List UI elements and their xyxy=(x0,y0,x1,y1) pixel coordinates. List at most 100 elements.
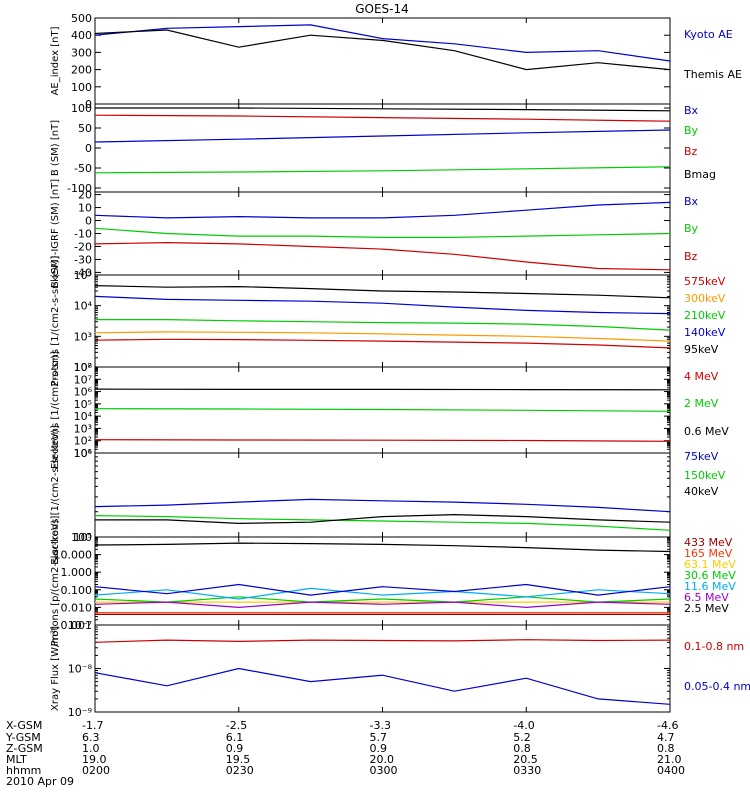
legend-label: By xyxy=(684,222,699,235)
series-line-0-6-mev xyxy=(94,388,671,391)
series-line-0-05-0-4-nm xyxy=(94,667,671,705)
footer-ephemeris: X-GSM -1.7 -2.5 -3.3 -4.0 -4.6 Y-GSM 6.3 6.1 5.7 5… xyxy=(5,719,685,777)
legend-label: 0.6 MeV xyxy=(684,425,729,438)
y-tick-label: 0 xyxy=(85,98,92,111)
footer-value: 5.2 xyxy=(513,731,531,744)
footer-value: 19.5 xyxy=(226,753,251,766)
footer-row-label: hhmm xyxy=(6,764,41,777)
y-tick-label: 10⁸ xyxy=(74,361,93,374)
y-tick-label: 10⁶ xyxy=(74,386,93,399)
legend-label: 75keV xyxy=(684,450,719,463)
footer-value: -4.0 xyxy=(513,719,534,732)
panel-frame xyxy=(94,624,671,713)
legend-label: 210keV xyxy=(684,309,726,322)
legend-label: Bmag xyxy=(684,168,716,181)
y-tick-label: 1.000 xyxy=(61,566,93,579)
legend-label: Themis AE xyxy=(683,68,742,81)
y-axis-label: B (SM)-IGRF (SM) [nT] xyxy=(50,179,61,288)
series-line-bmag xyxy=(95,107,671,112)
legend-label: Bx xyxy=(684,104,699,117)
footer-value: 0.8 xyxy=(657,742,675,755)
y-tick-label: 100 xyxy=(71,81,92,94)
legend-label: 2.5 MeV xyxy=(684,602,729,615)
series-line-210kev xyxy=(95,319,671,331)
footer-value: 19.0 xyxy=(82,753,107,766)
y-tick-label: 0.100 xyxy=(61,584,93,597)
y-tick-label: -30 xyxy=(74,253,92,266)
y-axis-label: Xray Flux [W/m²] xyxy=(50,626,61,711)
series-line-40kev xyxy=(95,513,671,525)
y-axis-label: AE_index [nT] xyxy=(50,26,61,95)
y-tick-label: 50 xyxy=(78,122,92,135)
y-tick-label: 0.010 xyxy=(61,601,93,614)
y-tick-label: 10⁵ xyxy=(74,398,92,411)
footer-value: 0200 xyxy=(82,764,110,777)
legend-label: Bx xyxy=(684,195,699,208)
series-line-by xyxy=(94,166,671,174)
legend-label: Bz xyxy=(684,250,698,263)
y-tick-label: -40 xyxy=(74,266,92,279)
y-axis-label: Protons [p/(cm2-s-sr-keV)] xyxy=(50,516,61,647)
footer-value: 0400 xyxy=(657,764,685,777)
footer-value: 0.8 xyxy=(513,742,531,755)
legend-label: 165 MeV xyxy=(684,547,733,560)
footer-value: 21.0 xyxy=(657,753,682,766)
y-tick-label: -50 xyxy=(74,162,92,175)
y-tick-label: 10 xyxy=(78,202,92,215)
panel-frame xyxy=(94,452,671,538)
y-tick-label: 400 xyxy=(71,29,92,42)
panel-6: 10⁵ 10⁶ Electrons [1/(cm2-s-sr-keV)] 75keV 1… xyxy=(50,425,726,565)
plot-title: GOES-14 xyxy=(355,2,409,16)
footer-value: 5.7 xyxy=(370,731,388,744)
series-line-kyoto-ae xyxy=(94,24,671,62)
legend-label: 575keV xyxy=(684,275,726,288)
legend-label: 0.05-0.4 nm xyxy=(684,680,750,693)
series-line-2-5-mev xyxy=(94,542,671,553)
footer-value: 6.3 xyxy=(82,731,100,744)
legend-label: 2 MeV xyxy=(684,397,719,410)
panel-2: -100 -50 0 50 100 B (SM) [nT] Bx By Bz Bmag xyxy=(50,102,716,195)
y-tick-label: 100 xyxy=(71,102,92,115)
footer-value: 0330 xyxy=(513,764,541,777)
footer-value: -2.5 xyxy=(226,719,247,732)
footer-value: 0.9 xyxy=(226,742,244,755)
series-line-140kev xyxy=(94,295,671,315)
series-line-bx xyxy=(94,201,671,219)
series-line-575kev xyxy=(94,338,671,349)
footer-value: 20.5 xyxy=(513,753,538,766)
panel-7: 0.001 0.010 0.100 1.000 10.000 100 Protons [p/… xyxy=(50,516,736,647)
legend-label: 40keV xyxy=(684,485,719,498)
legend-label: 30.6 MeV xyxy=(684,569,736,582)
y-tick-label: 10⁵ xyxy=(74,269,92,282)
footer-value: -4.6 xyxy=(657,719,678,732)
legend-label: 0.1-0.8 nm xyxy=(684,640,744,653)
legend-label: 150keV xyxy=(684,469,726,482)
y-tick-label: 500 xyxy=(71,12,92,25)
series-line-themis-ae xyxy=(94,29,671,71)
series-line-bz xyxy=(94,114,671,122)
series-line-0-1-0-8-nm xyxy=(94,639,671,643)
y-tick-label: 10⁻⁸ xyxy=(68,663,93,676)
y-tick-label: 10⁴ xyxy=(74,410,93,423)
panel-frame xyxy=(94,274,671,368)
y-tick-label: 10⁷ xyxy=(74,373,92,386)
y-tick-label: -20 xyxy=(74,240,92,253)
footer-value: 4.7 xyxy=(657,731,675,744)
y-tick-label: 10² xyxy=(74,435,92,448)
y-tick-label: 10.000 xyxy=(54,549,93,562)
series-line-300kev xyxy=(94,331,671,342)
legend-label: 140keV xyxy=(684,326,726,339)
series-line-30-6-mev xyxy=(94,596,671,603)
series-line-2-mev xyxy=(94,408,671,412)
y-tick-label: 10⁻⁹ xyxy=(68,706,92,719)
date-label: 2010 Apr 09 xyxy=(6,775,74,788)
panel-4: 10² 10³ 10⁴ 10⁵ Protons [1/(cm2-s-sr-keV)] 57… xyxy=(50,256,726,387)
y-tick-label: 10¹ xyxy=(74,447,92,460)
y-tick-label: 10⁵ xyxy=(74,531,92,544)
y-tick-label: 10² xyxy=(74,361,92,374)
y-tick-label: 100 xyxy=(71,531,92,544)
y-tick-label: 300 xyxy=(71,46,92,59)
